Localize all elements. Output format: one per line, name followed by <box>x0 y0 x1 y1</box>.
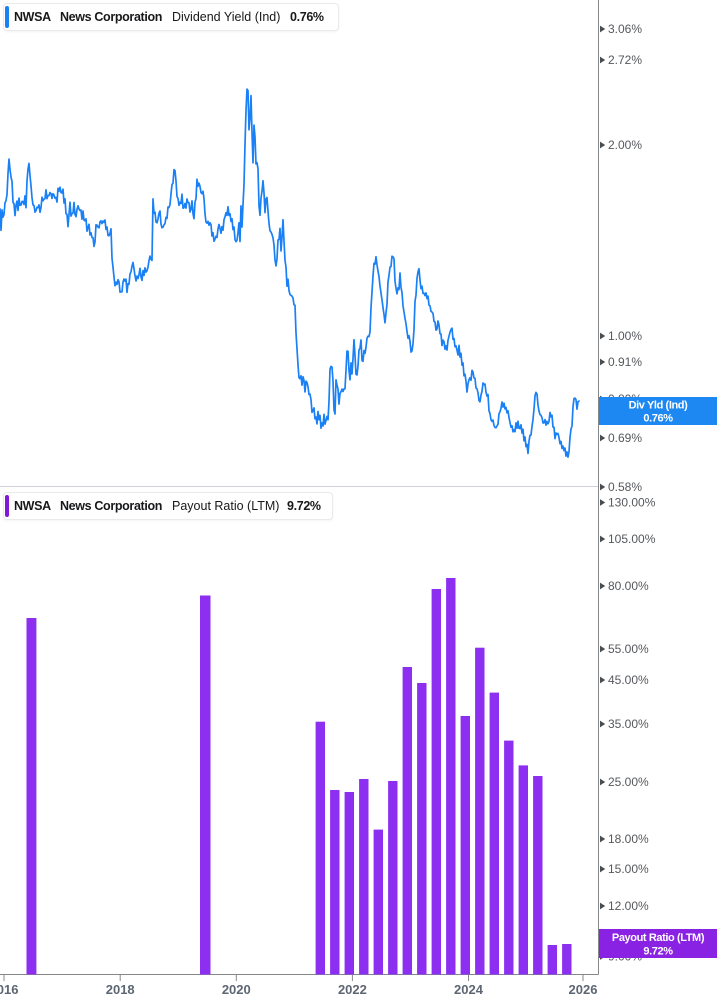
svg-text:25.00%: 25.00% <box>608 775 649 789</box>
svg-text:35.00%: 35.00% <box>608 717 649 731</box>
svg-text:80.00%: 80.00% <box>608 579 649 593</box>
svg-text:45.00%: 45.00% <box>608 673 649 687</box>
svg-text:18.00%: 18.00% <box>608 832 649 846</box>
svg-text:Payout Ratio (LTM): Payout Ratio (LTM) <box>612 932 705 944</box>
svg-text:0.76%: 0.76% <box>643 413 673 425</box>
svg-text:15.00%: 15.00% <box>608 862 649 876</box>
svg-text:0.58%: 0.58% <box>608 480 642 494</box>
svg-text:0.69%: 0.69% <box>608 431 642 445</box>
svg-text:2022: 2022 <box>338 982 367 997</box>
svg-text:12.00%: 12.00% <box>608 899 649 913</box>
svg-text:2.00%: 2.00% <box>608 138 642 152</box>
svg-text:2020: 2020 <box>222 982 251 997</box>
svg-text:1.00%: 1.00% <box>608 329 642 343</box>
svg-text:130.00%: 130.00% <box>608 496 656 510</box>
svg-text:2024: 2024 <box>454 982 484 997</box>
svg-text:2016: 2016 <box>0 982 18 997</box>
svg-text:2026: 2026 <box>569 982 598 997</box>
svg-text:2.72%: 2.72% <box>608 53 642 67</box>
svg-text:55.00%: 55.00% <box>608 642 649 656</box>
svg-text:Div Yld (Ind): Div Yld (Ind) <box>629 400 689 412</box>
svg-text:9.72%: 9.72% <box>643 946 673 958</box>
svg-text:105.00%: 105.00% <box>608 532 656 546</box>
svg-text:0.91%: 0.91% <box>608 355 642 369</box>
svg-text:3.06%: 3.06% <box>608 22 642 36</box>
svg-text:2018: 2018 <box>106 982 135 997</box>
